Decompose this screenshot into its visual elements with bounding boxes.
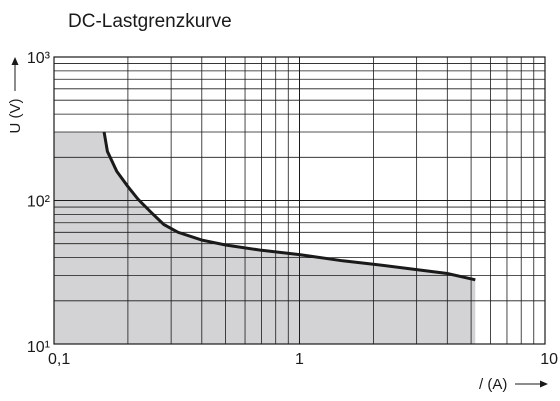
- series-line: [102, 131, 476, 282]
- y-tick-label: 10³: [27, 50, 51, 67]
- safe-operating-area: [54, 132, 476, 344]
- chart-title: DC-Lastgrenzkurve: [68, 11, 232, 32]
- y-tick-label: 10¹: [27, 339, 50, 356]
- x-axis-label-text: / (A): [479, 376, 507, 393]
- x-tick-label: 10: [540, 351, 558, 368]
- plot-area: [53, 56, 546, 345]
- x-tick-label: 1: [295, 351, 304, 368]
- x-axis-label: / (A): [479, 376, 548, 393]
- y-axis-label-text: U (V): [7, 99, 24, 134]
- plot-frame: [53, 56, 546, 345]
- y-axis-arrowhead: [11, 57, 19, 65]
- y-tick-label: 10²: [27, 194, 51, 211]
- x-axis-arrowhead: [540, 380, 548, 388]
- y-axis-label: U (V): [7, 57, 24, 134]
- tick-labels: 0,1 1 10 10¹ 10² 10³: [27, 50, 558, 368]
- grid: [54, 57, 545, 344]
- x-tick-label: 0,1: [48, 351, 70, 368]
